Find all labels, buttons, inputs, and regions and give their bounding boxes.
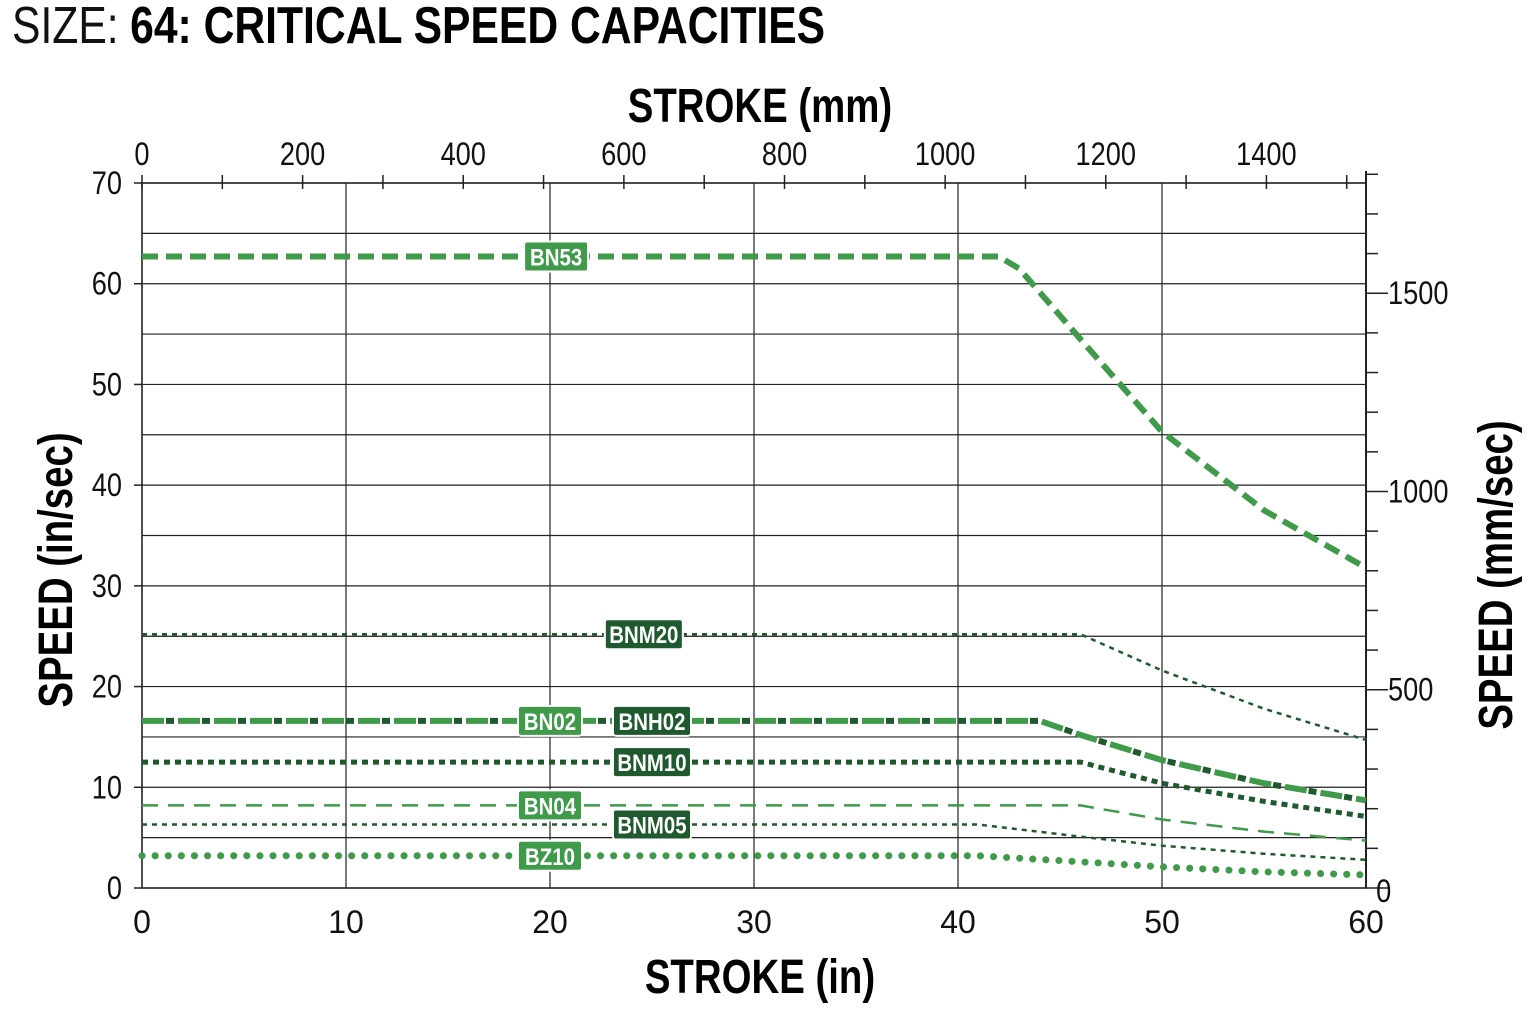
x-tick-label: 50	[1144, 904, 1180, 940]
x2-tick-label: 1000	[915, 137, 975, 173]
x-tick-label: 0	[133, 904, 151, 940]
series-label-text: BN04	[524, 793, 577, 820]
x2-tick-label: 800	[762, 137, 807, 173]
series-label-text: BZ10	[525, 843, 575, 870]
series-label-text: BNM20	[609, 622, 678, 649]
series-line-bn04	[142, 804, 1367, 842]
series-line-bnm05	[142, 823, 1367, 862]
series-line-bnm10	[142, 759, 1367, 819]
series-label-text: BN02	[524, 708, 576, 735]
series-label-box	[517, 789, 583, 822]
title-prefix: SIZE:	[12, 0, 119, 55]
y-tick-label: 70	[92, 166, 122, 202]
x-tick-label: 10	[328, 904, 364, 940]
series-label-box	[603, 618, 684, 651]
x2-tick-label: 400	[441, 137, 486, 173]
y-tick-label: 10	[92, 770, 122, 806]
series-label-box	[612, 704, 692, 737]
y-tick-label: 0	[107, 871, 122, 907]
y-tick-label: 20	[92, 670, 122, 706]
series-label-bnh02: BNH02	[612, 704, 692, 737]
series-label-bnm10: BNM10	[612, 746, 692, 779]
y2-tick-label: 1000	[1388, 474, 1448, 510]
x-axis-label: STROKE (in)	[645, 951, 875, 1004]
series-label-box	[612, 746, 692, 779]
x2-axis-label: STROKE (mm)	[628, 80, 892, 133]
series-line-bn53	[142, 253, 1368, 571]
series-label-bnm20: BNM20	[603, 618, 684, 651]
series-label-bn02: BN02	[517, 704, 583, 737]
x2-tick-label: 1200	[1076, 137, 1136, 173]
series-label-bz10: BZ10	[517, 839, 583, 872]
series-label-bn53: BN53	[523, 240, 590, 273]
x2-tick-label: 200	[280, 137, 325, 173]
series-line-bnm20	[142, 632, 1367, 742]
series-line-bn02	[142, 717, 1367, 804]
x-tick-label: 40	[940, 904, 976, 940]
y2-tick-label: 0	[1376, 874, 1391, 910]
series-line-bnh02	[142, 717, 1367, 804]
series-label-text: BNM05	[617, 812, 686, 839]
y-tick-label: 40	[92, 468, 122, 504]
series-label-box	[517, 704, 583, 737]
series-line-bz10	[138, 852, 1370, 879]
series-label-text: BNM10	[617, 750, 686, 777]
series-label-bn04: BN04	[517, 789, 583, 822]
x-tick-label: 30	[736, 904, 772, 940]
x2-tick-label: 600	[601, 137, 646, 173]
series-label-box	[523, 240, 590, 273]
y2-tick-label: 1500	[1388, 276, 1448, 312]
y-axis-label: SPEED (in/sec)	[30, 432, 83, 707]
y-tick-label: 50	[92, 367, 122, 403]
title-main: 64: CRITICAL SPEED CAPACITIES	[130, 0, 826, 55]
y-tick-label: 30	[92, 569, 122, 605]
series-label-box	[517, 839, 583, 872]
x-tick-label: 20	[532, 904, 568, 940]
chart-title: SIZE: 64: CRITICAL SPEED CAPACITIES	[12, 0, 825, 56]
x-tick-label: 60	[1348, 904, 1384, 940]
series-label-box	[612, 808, 692, 841]
y2-axis-label: SPEED (mm/sec)	[1470, 420, 1523, 729]
series-label-bnm05: BNM05	[612, 808, 692, 841]
x2-tick-label: 0	[134, 137, 149, 173]
y-tick-label: 60	[92, 267, 122, 303]
y2-tick-label: 500	[1388, 673, 1433, 709]
series-label-text: BN53	[530, 244, 582, 271]
series-label-text: BNH02	[619, 708, 686, 735]
x2-tick-label: 1400	[1236, 137, 1296, 173]
